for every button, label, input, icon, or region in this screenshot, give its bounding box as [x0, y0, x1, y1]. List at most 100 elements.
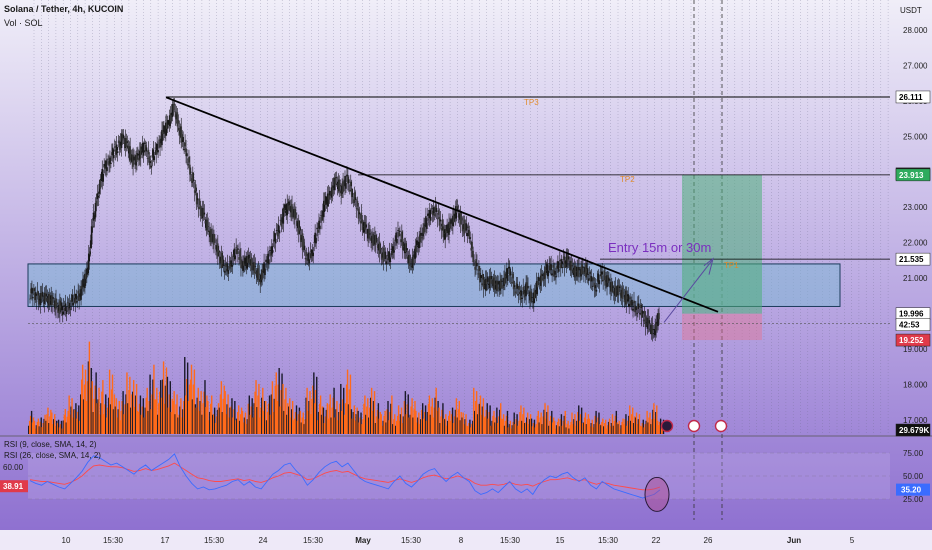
- volume-bar: [554, 428, 557, 434]
- volume-bar: [296, 420, 299, 434]
- volume-bar: [265, 420, 268, 434]
- volume-bar: [62, 420, 65, 434]
- candle-body: [322, 210, 324, 217]
- volume-bar: [594, 415, 596, 434]
- volume-bar: [264, 401, 267, 434]
- volume-bar: [591, 419, 593, 434]
- volume-bar: [405, 414, 408, 434]
- volume-bar: [370, 387, 373, 434]
- volume-bar: [252, 417, 254, 434]
- candle-body: [74, 297, 77, 304]
- candle-body: [304, 258, 307, 260]
- candle-body: [568, 264, 571, 267]
- price-tick-label: 17.000: [903, 416, 928, 425]
- candle-body: [195, 193, 198, 205]
- candle-body: [525, 282, 527, 297]
- candle-body: [211, 235, 213, 238]
- volume-bar: [103, 414, 105, 434]
- volume-bar: [583, 417, 586, 434]
- candle-body: [492, 279, 495, 287]
- candle-body: [57, 308, 59, 313]
- candle-body: [575, 271, 577, 273]
- candle-body: [302, 241, 305, 248]
- candle-body: [549, 265, 551, 271]
- volume-bar: [371, 410, 374, 434]
- volume-bar: [526, 417, 528, 434]
- volume-bar: [563, 415, 565, 434]
- volume-bar: [617, 424, 619, 434]
- volume-bar: [327, 418, 329, 434]
- volume-bar: [435, 387, 437, 434]
- volume-bar: [534, 427, 537, 434]
- rsi-left-badge: [0, 480, 28, 493]
- volume-bar: [384, 410, 386, 434]
- candle-body: [504, 273, 506, 285]
- volume-bar: [28, 425, 30, 434]
- volume-bar: [249, 414, 251, 434]
- candle-body: [249, 259, 252, 266]
- volume-bar: [189, 379, 192, 434]
- candle-body: [92, 212, 95, 221]
- candle-body: [94, 202, 97, 218]
- rsi-legend-slow: RSI (26, close, SMA, 14, 2): [4, 451, 101, 460]
- candle-body: [77, 290, 79, 294]
- candle-body: [632, 308, 634, 311]
- candle-body: [404, 243, 407, 253]
- time-axis[interactable]: 10 15:30 17 15:30 24 15:30 May 15:30 8 15:30 15 15:…: [0, 530, 932, 550]
- candle-body: [273, 232, 276, 242]
- candle-body: [483, 284, 486, 285]
- candle-body: [386, 254, 389, 257]
- candle-body: [272, 239, 275, 242]
- candle-body: [344, 176, 346, 187]
- volume-bar: [75, 403, 77, 434]
- volume-bar: [579, 414, 582, 434]
- volume-bar: [618, 420, 620, 434]
- volume-bar: [109, 404, 112, 434]
- volume-bar: [222, 398, 224, 434]
- volume-bar: [232, 417, 234, 434]
- candle-body: [116, 151, 119, 153]
- volume-bar: [229, 407, 231, 434]
- stop-zone: [682, 313, 762, 341]
- candle-body: [89, 240, 92, 248]
- candle-body: [585, 262, 587, 278]
- volume-bar: [569, 425, 571, 434]
- candle-body: [517, 294, 520, 296]
- price-axis[interactable]: 28.00027.00026.00025.00024.00023.00022.0…: [0, 26, 931, 504]
- volume-bar: [124, 404, 126, 434]
- candle-body: [150, 165, 153, 168]
- volume-bar: [540, 412, 542, 434]
- volume-bar: [106, 417, 108, 434]
- candle-body: [329, 195, 332, 196]
- candle-body: [461, 224, 464, 232]
- candle-body: [36, 290, 39, 296]
- candle-body: [560, 259, 563, 264]
- volume-bar: [96, 403, 98, 434]
- time-tick-label: 15:30: [598, 536, 619, 545]
- volume-bar: [576, 420, 578, 434]
- volume-bar: [41, 427, 43, 434]
- candle-body: [174, 111, 177, 118]
- volume-bar: [432, 417, 434, 434]
- candle-body: [387, 258, 390, 261]
- volume-bar: [658, 425, 660, 434]
- volume-bar: [94, 385, 96, 434]
- volume-bar: [170, 412, 172, 434]
- candle-body: [330, 187, 333, 198]
- candle-body: [265, 259, 267, 263]
- volume-bar: [349, 374, 352, 434]
- volume-bar: [474, 401, 477, 434]
- candle-body: [40, 292, 43, 299]
- candle-body: [622, 292, 625, 294]
- candle-body: [506, 268, 508, 279]
- candle-body: [591, 285, 594, 287]
- volume-bar: [289, 398, 291, 434]
- candle-body: [244, 257, 246, 264]
- candle-body: [354, 197, 357, 201]
- candle-body: [41, 291, 44, 297]
- candle-body: [127, 145, 130, 152]
- candle-body: [394, 239, 396, 242]
- candle-body: [609, 286, 611, 288]
- volume-bar: [565, 427, 567, 434]
